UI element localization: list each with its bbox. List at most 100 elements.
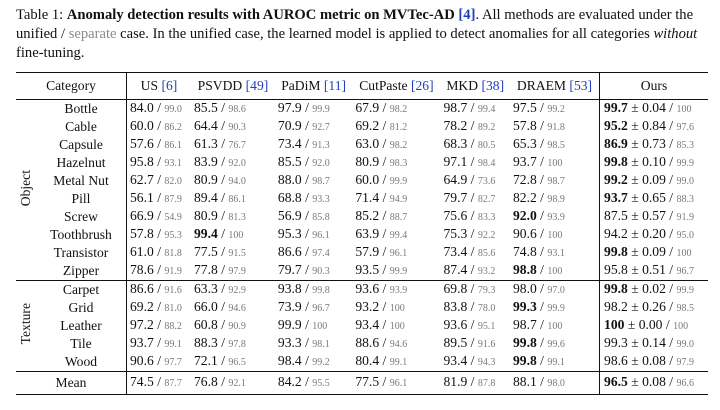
cell-separate-value: 81.3 <box>228 212 246 223</box>
cell-separate-value: 81.0 <box>164 303 182 314</box>
cell-separate-value: 96.1 <box>389 378 408 389</box>
table-cell: 56.9 / 85.8 <box>277 208 330 223</box>
cell-separate-value: 96.7 <box>312 303 330 314</box>
cell-unified-value: 88.0 <box>277 172 302 187</box>
cell-unified-value: 88.6 <box>355 335 380 350</box>
category-name: Screw <box>64 209 98 224</box>
table-cell: 80.9 / 94.0 <box>194 172 246 187</box>
table-cell: 73.9 / 96.7 <box>277 299 330 314</box>
ours-std-value: 0.09 <box>642 172 666 187</box>
table-cell: 78.2 / 89.2 <box>443 118 496 133</box>
header-padim: PaDiM [11] <box>274 72 353 100</box>
ours-separate-value: 96.7 <box>676 266 694 277</box>
caption-label: Table 1: <box>16 7 64 23</box>
cell-separate-value: 96.1 <box>312 230 330 241</box>
cell-unified-value: 57.6 <box>130 136 154 151</box>
cell-separate-value: 97.8 <box>228 339 246 350</box>
cell-unified-value: 81.9 <box>443 374 468 389</box>
table-cell: 80.9 / 81.3 <box>194 208 246 223</box>
header-cutpaste: CutPaste [26] <box>352 72 441 100</box>
table-cell: 61.3 / 76.7 <box>194 136 246 151</box>
table-row: Transistor 61.0 / 81.8 77.5 / 91.5 86.6 / 9… <box>16 244 708 262</box>
cell-unified-value: 93.4 <box>355 317 380 332</box>
cell-separate-value: 97.7 <box>164 357 182 368</box>
category-name: Bottle <box>36 99 127 118</box>
cell-unified-value: 86.6 <box>277 244 302 259</box>
table-cell: 93.4 / 94.3 <box>443 353 496 368</box>
cell-unified-value: 66.9 <box>130 208 154 223</box>
caption-citation[interactable]: [4] <box>458 7 476 23</box>
cell-unified-value: 95.8 <box>130 154 154 169</box>
category-name: Wood <box>64 354 98 369</box>
table-cell: 65.3 / 98.5 <box>512 136 565 151</box>
ours-separate-value: 97.9 <box>676 357 694 368</box>
cell-unified-value: 57.8 <box>130 226 154 241</box>
table-cell: 95.3 / 96.1 <box>277 226 330 241</box>
ours-cell: 99.8 ± 0.10 / 99.9 <box>599 154 708 172</box>
cell-unified-value: 61.3 <box>194 136 218 151</box>
cell-separate-value: 98.7 <box>547 176 565 187</box>
cell-separate-value: 98.0 <box>547 378 565 389</box>
cell-separate-value: 93.1 <box>547 248 565 259</box>
cell-unified-value: 72.1 <box>194 353 218 368</box>
ours-mean-value: 99.7 <box>604 100 628 115</box>
table-cell: 69.2 / 81.2 <box>355 118 408 133</box>
table-cell: 83.9 / 92.0 <box>194 154 246 169</box>
ours-separate-value: 95.0 <box>676 230 694 241</box>
cell-unified-value: 92.0 <box>512 208 537 223</box>
table-cell: 85.5 / 92.0 <box>277 154 330 169</box>
cell-separate-value: 100 <box>228 230 244 241</box>
category-name: Capsule <box>59 137 103 152</box>
cell-separate-value: 73.6 <box>477 176 496 187</box>
cell-separate-value: 98.2 <box>389 104 408 115</box>
cell-separate-value: 99.9 <box>547 303 565 314</box>
category-name: Carpet <box>36 280 127 299</box>
cell-separate-value: 92.0 <box>312 158 330 169</box>
cell-unified-value: 60.0 <box>130 118 154 133</box>
table-cell: 81.9 / 87.8 <box>440 371 510 395</box>
ours-cell: 99.8 ± 0.09 / 100 <box>599 244 708 262</box>
table-cell: 57.8 / 91.8 <box>512 118 565 133</box>
ours-mean-value: 98.6 <box>604 353 628 368</box>
table-cell: 82.2 / 98.9 <box>512 190 565 205</box>
cell-separate-value: 99.2 <box>547 104 565 115</box>
table-cell: 63.0 / 98.2 <box>355 136 408 151</box>
table-cell: 70.9 / 92.7 <box>277 118 330 133</box>
caption-text-3: fine-tuning. <box>16 45 85 61</box>
results-table: Category US [6] PSVDD [49] PaDiM [11] Cu… <box>16 72 708 395</box>
table-cell: 77.5 / 96.1 <box>352 371 441 395</box>
cell-separate-value: 96.1 <box>389 248 408 259</box>
cell-unified-value: 56.9 <box>277 208 302 223</box>
cell-separate-value: 99.9 <box>312 104 330 115</box>
cell-unified-value: 99.4 <box>194 226 218 241</box>
cell-unified-value: 85.5 <box>194 100 218 115</box>
cell-separate-value: 83.3 <box>477 212 496 223</box>
table-cell: 97.2 / 88.2 <box>126 317 191 335</box>
ours-std-value: 0.26 <box>642 299 666 314</box>
ours-separate-value: 99.0 <box>676 176 694 187</box>
group-label-cell: Object <box>16 99 36 281</box>
cell-separate-value: 96.5 <box>228 357 246 368</box>
ours-std-value: 0.10 <box>642 154 666 169</box>
table-cell: 84.2 / 95.5 <box>274 371 353 395</box>
cell-unified-value: 93.2 <box>355 299 380 314</box>
cell-unified-value: 77.5 <box>355 374 380 389</box>
table-cell: 76.8 / 92.1 <box>191 371 275 395</box>
header-mkd: MKD [38] <box>440 72 510 100</box>
table-cell: 57.6 / 86.1 <box>126 136 191 154</box>
ours-std-value: 0.04 <box>642 100 666 115</box>
cell-separate-value: 94.9 <box>389 194 408 205</box>
cell-unified-value: 80.9 <box>194 208 218 223</box>
cell-unified-value: 84.2 <box>277 374 302 389</box>
cell-separate-value: 98.4 <box>477 158 496 169</box>
cell-separate-value: 92.7 <box>312 122 330 133</box>
table-cell: 99.8 / 99.1 <box>512 353 565 368</box>
table-cell: 88.3 / 97.8 <box>194 335 246 350</box>
group-label-cell: Texture <box>16 280 36 372</box>
cell-separate-value: 99.1 <box>547 357 565 368</box>
cell-unified-value: 79.7 <box>277 262 302 277</box>
ours-mean-value: 99.2 <box>604 172 628 187</box>
cell-separate-value: 88.7 <box>389 212 408 223</box>
ours-cell: 100 ± 0.00 / 100 <box>599 317 708 335</box>
table-cell: 98.4 / 99.2 <box>277 353 330 368</box>
